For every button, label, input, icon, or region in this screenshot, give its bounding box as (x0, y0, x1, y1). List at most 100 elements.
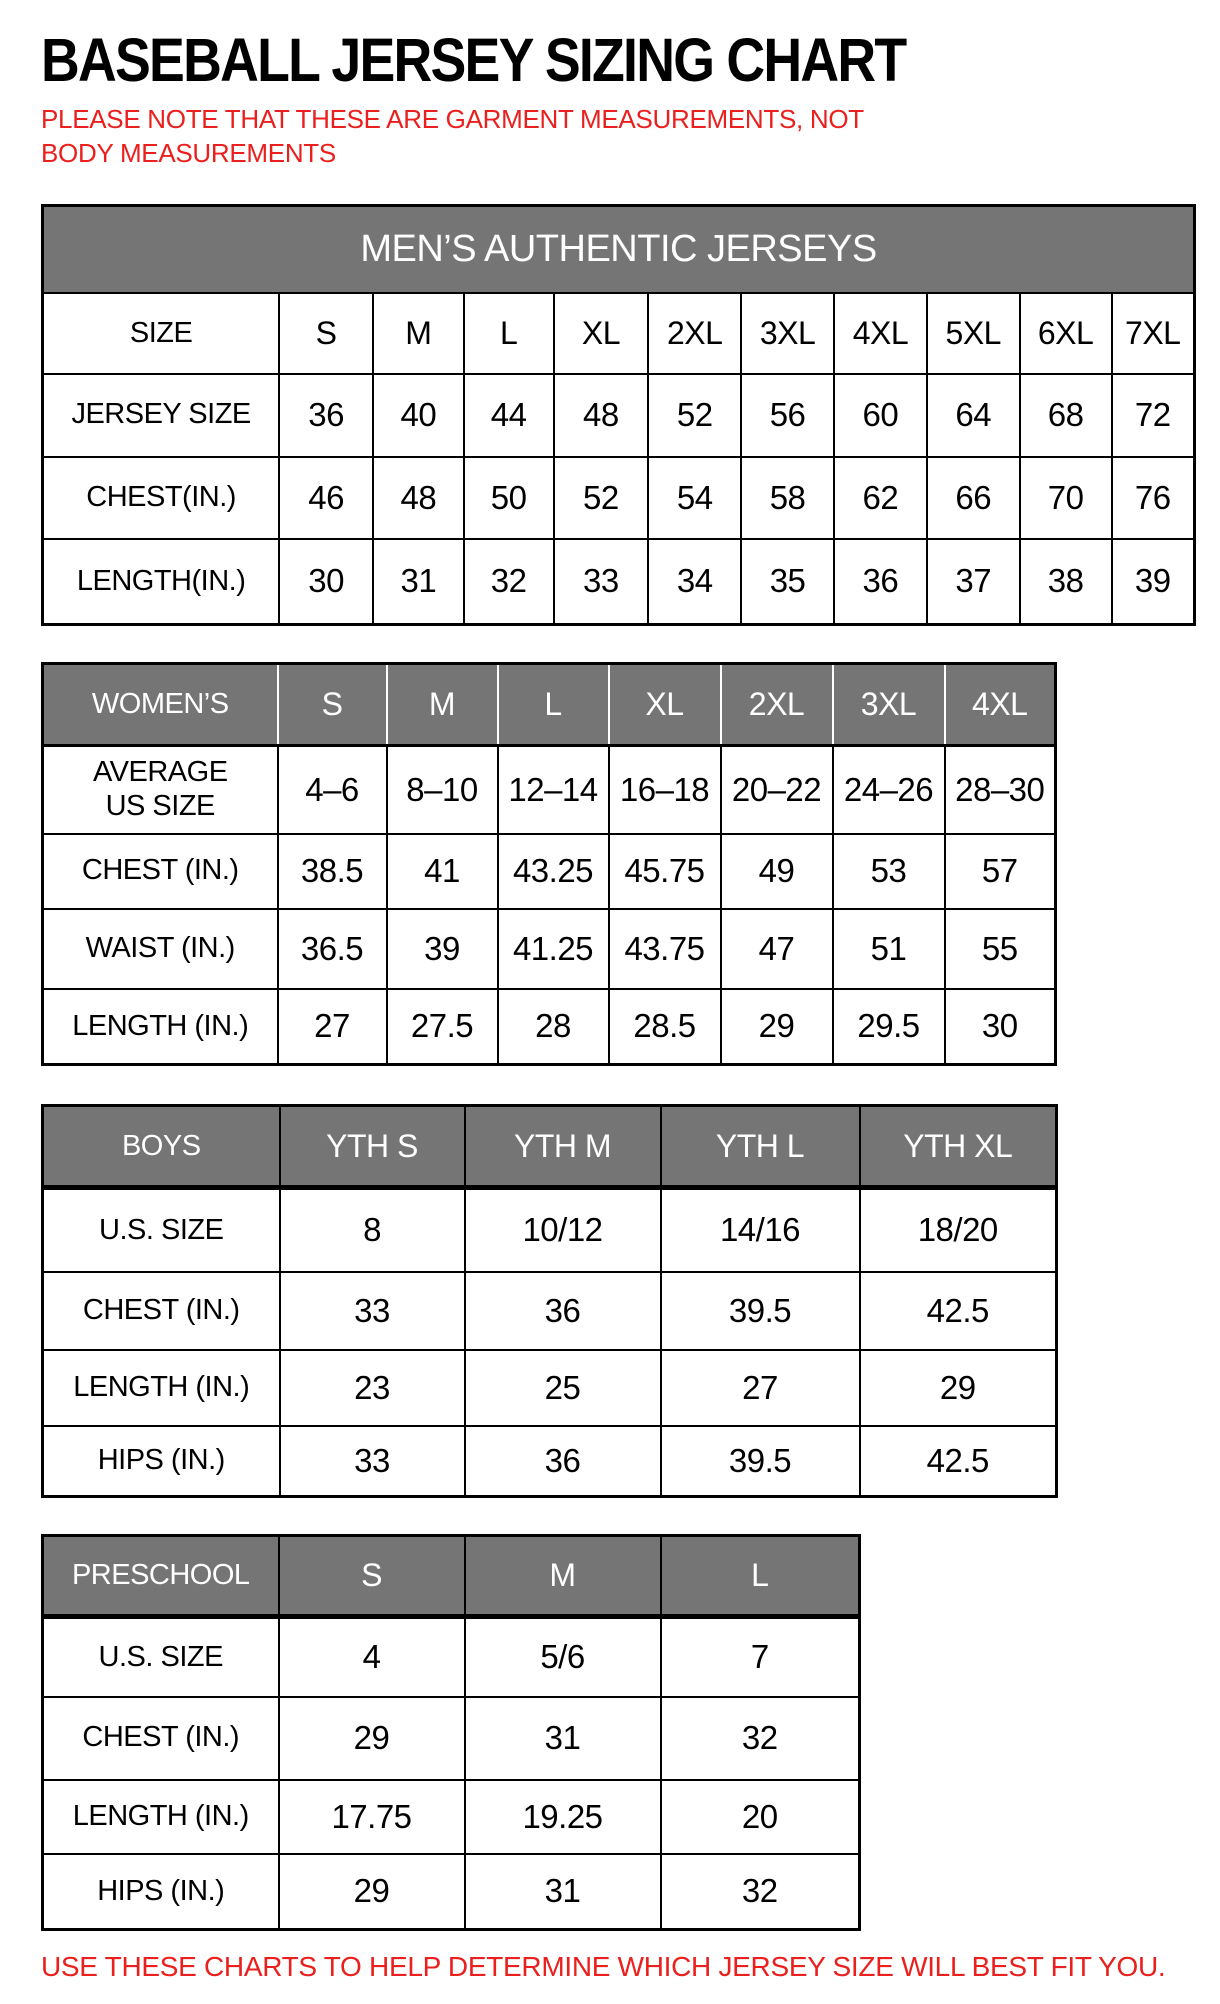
value-cell: 54 (647, 455, 743, 540)
value-cell: 36.5 (276, 907, 388, 990)
table-row: JERSEY SIZE 36 40 44 48 52 56 60 64 68 72 (41, 372, 1196, 458)
row-label-cell: CHEST (IN.) (41, 1695, 280, 1781)
value-cell: 29 (858, 1348, 1058, 1427)
row-label-cell: LENGTH (IN.) (41, 1778, 280, 1855)
value-cell: 35 (740, 537, 835, 626)
value-cell: 41.25 (496, 907, 610, 990)
table-row: LENGTH(IN.) 30 31 32 33 34 35 36 37 38 39 (41, 537, 1196, 626)
row-label-cell: U.S. SIZE (41, 1615, 280, 1698)
value-cell: 47 (719, 907, 834, 990)
table-row: CHEST(IN.) 46 48 50 52 54 58 62 66 70 76 (41, 455, 1196, 540)
value-cell: 5/6 (463, 1615, 662, 1698)
column-header-cell: YTH L (659, 1104, 861, 1190)
page: BASEBALL JERSEY SIZING CHART PLEASE NOTE… (0, 30, 1220, 1983)
page-title: BASEBALL JERSEY SIZING CHART (41, 26, 907, 94)
value-cell: 68 (1018, 372, 1113, 458)
column-header-cell: L (496, 662, 610, 747)
value-cell: 66 (925, 455, 1021, 540)
value-cell: 60 (832, 372, 928, 458)
value-cell: 52 (552, 455, 650, 540)
table-row: CHEST (IN.) 33 36 39.5 42.5 (41, 1270, 1058, 1351)
table-row: U.S. SIZE 4 5/6 7 (41, 1615, 861, 1698)
column-header-cell: 2XL (647, 291, 743, 375)
column-header-cell: M (385, 662, 499, 747)
column-header-cell: S (278, 291, 374, 375)
value-cell: 28–30 (943, 744, 1057, 835)
value-cell: 32 (659, 1695, 861, 1781)
column-header-cell: PRESCHOOL (41, 1534, 280, 1619)
table-row: CHEST (IN.) 29 31 32 (41, 1695, 861, 1781)
fit-advice-note: USE THESE CHARTS TO HELP DETERMINE WHICH… (41, 1951, 1166, 1982)
value-cell: 36 (278, 372, 374, 458)
value-cell: 36 (463, 1270, 662, 1351)
column-header-cell: BOYS (41, 1104, 281, 1190)
row-label-cell: JERSEY SIZE (41, 372, 281, 458)
value-cell: 30 (943, 987, 1057, 1066)
row-label-cell: LENGTH (IN.) (41, 987, 279, 1066)
value-cell: 42.5 (858, 1424, 1058, 1498)
value-cell: 25 (463, 1348, 662, 1427)
value-cell: 36 (832, 537, 928, 626)
value-cell: 27 (276, 987, 388, 1066)
value-cell: 33 (278, 1270, 466, 1351)
value-cell: 23 (278, 1348, 466, 1427)
column-header-cell: 2XL (719, 662, 834, 747)
table-row: LENGTH (IN.) 17.75 19.25 20 (41, 1778, 861, 1855)
value-cell: 20–22 (719, 744, 834, 835)
value-cell: 39 (1110, 537, 1196, 626)
row-label-cell: CHEST(IN.) (41, 455, 281, 540)
row-label-cell: AVERAGE US SIZE (41, 744, 279, 835)
column-header-cell: M (463, 1534, 662, 1619)
table-row: HIPS (IN.) 33 36 39.5 42.5 (41, 1424, 1058, 1498)
value-cell: 31 (463, 1695, 662, 1781)
row-label-cell: WAIST (IN.) (41, 907, 279, 990)
preschool-sizing-table: PRESCHOOL S M L U.S. SIZE 4 5/6 7 CHEST (IN.) 29 3… (41, 1534, 861, 1931)
value-cell: 8–10 (385, 744, 499, 835)
value-cell: 29 (277, 1852, 466, 1931)
value-cell: 38.5 (276, 832, 388, 910)
value-cell: 31 (371, 537, 465, 626)
column-header-cell: 4XL (832, 291, 928, 375)
table-row: CHEST (IN.) 38.5 41 43.25 45.75 49 53 57 (41, 832, 1057, 910)
column-header-cell: XL (607, 662, 722, 747)
value-cell: 37 (925, 537, 1021, 626)
value-cell: 19.25 (463, 1778, 662, 1855)
value-cell: 48 (552, 372, 650, 458)
table-row: LENGTH (IN.) 23 25 27 29 (41, 1348, 1058, 1427)
value-cell: 20 (659, 1778, 861, 1855)
value-cell: 56 (740, 372, 835, 458)
value-cell: 72 (1110, 372, 1196, 458)
value-cell: 48 (371, 455, 465, 540)
value-cell: 29 (719, 987, 834, 1066)
column-header-cell: YTH XL (858, 1104, 1058, 1190)
column-header-cell: S (276, 662, 388, 747)
value-cell: 33 (278, 1424, 466, 1498)
value-cell: 38 (1018, 537, 1113, 626)
value-cell: 36 (463, 1424, 662, 1498)
value-cell: 46 (278, 455, 374, 540)
value-cell: 39 (385, 907, 499, 990)
column-header-cell: M (371, 291, 465, 375)
value-cell: 4–6 (276, 744, 388, 835)
value-cell: 8 (278, 1186, 466, 1273)
value-cell: 58 (740, 455, 835, 540)
womens-sizing-table: WOMEN’S S M L XL 2XL 3XL 4XL AVERAGE US SIZE 4–6 8… (41, 662, 1057, 1066)
column-header-cell: L (659, 1534, 861, 1619)
value-cell: 29 (277, 1695, 466, 1781)
column-header-cell: 5XL (925, 291, 1021, 375)
row-label-cell: CHEST (IN.) (41, 832, 279, 910)
value-cell: 43.75 (607, 907, 722, 990)
value-cell: 52 (647, 372, 743, 458)
value-cell: 17.75 (277, 1778, 466, 1855)
value-cell: 12–14 (496, 744, 610, 835)
value-cell: 27 (659, 1348, 861, 1427)
column-header-cell: L (462, 291, 555, 375)
column-header-cell: YTH S (278, 1104, 466, 1190)
value-cell: 24–26 (831, 744, 946, 835)
value-cell: 33 (552, 537, 650, 626)
table-row: U.S. SIZE 8 10/12 14/16 18/20 (41, 1186, 1058, 1273)
value-cell: 45.75 (607, 832, 722, 910)
row-label-cell: LENGTH(IN.) (41, 537, 281, 626)
row-label-cell: LENGTH (IN.) (41, 1348, 281, 1427)
value-cell: 16–18 (607, 744, 722, 835)
